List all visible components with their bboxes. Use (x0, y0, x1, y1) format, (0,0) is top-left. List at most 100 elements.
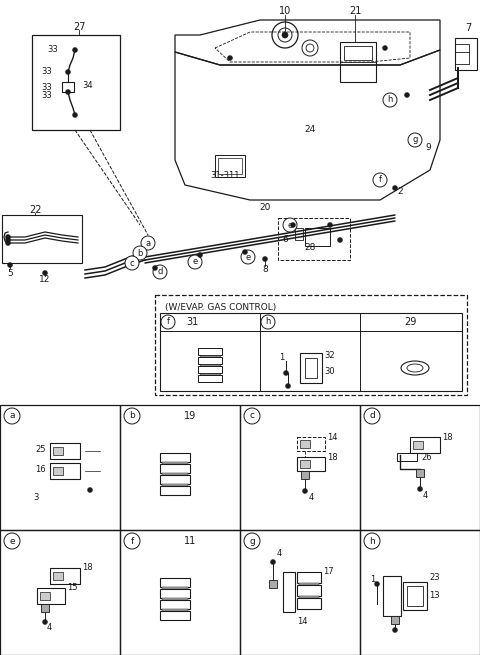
Bar (62, 82, 74, 92)
Text: h: h (369, 536, 375, 546)
Circle shape (282, 32, 288, 38)
Circle shape (72, 48, 77, 52)
Bar (160, 589, 190, 598)
Text: 33: 33 (41, 90, 52, 100)
Bar (160, 453, 190, 462)
Circle shape (418, 487, 422, 491)
Bar (360, 405, 480, 530)
Text: h: h (387, 96, 393, 105)
Circle shape (383, 45, 387, 50)
Bar (120, 405, 240, 530)
Bar (198, 348, 222, 355)
Bar (297, 585, 321, 596)
Text: d: d (157, 267, 163, 276)
Bar (305, 358, 317, 378)
Circle shape (327, 223, 333, 227)
Text: h: h (265, 318, 271, 326)
Circle shape (283, 218, 297, 232)
Text: 25: 25 (35, 445, 46, 453)
Circle shape (133, 246, 147, 260)
Text: 28: 28 (304, 244, 316, 252)
Circle shape (364, 408, 380, 424)
Bar (37, 588, 65, 604)
Text: c: c (130, 259, 134, 267)
Bar (413, 441, 423, 449)
Text: d: d (369, 411, 375, 421)
Circle shape (65, 69, 71, 75)
Text: c: c (250, 411, 254, 421)
Bar (198, 366, 222, 373)
Text: 33: 33 (47, 45, 58, 54)
Text: 34: 34 (82, 81, 93, 90)
Bar (455, 38, 477, 70)
Circle shape (5, 234, 11, 240)
Text: 2: 2 (397, 187, 403, 196)
Circle shape (141, 236, 155, 250)
Text: 19: 19 (184, 411, 196, 421)
Text: 26: 26 (421, 453, 432, 462)
Text: 20: 20 (259, 204, 271, 212)
Text: (W/EVAP. GAS CONTROL): (W/EVAP. GAS CONTROL) (165, 303, 276, 312)
Text: 1: 1 (371, 576, 376, 584)
Text: 31: 31 (186, 317, 198, 327)
Bar (0, 405, 120, 530)
Text: b: b (137, 248, 143, 257)
Text: 18: 18 (442, 432, 453, 441)
Bar (53, 572, 63, 580)
Circle shape (161, 315, 175, 329)
Circle shape (408, 133, 422, 147)
Bar (162, 609, 188, 611)
Text: 10: 10 (279, 6, 291, 16)
Bar (299, 596, 319, 598)
Text: f: f (131, 536, 133, 546)
Circle shape (5, 240, 11, 246)
Text: 11: 11 (184, 536, 196, 546)
Bar (407, 586, 423, 606)
Text: 30: 30 (324, 367, 335, 375)
Bar (162, 587, 188, 589)
Bar (240, 405, 360, 530)
Circle shape (72, 113, 77, 117)
Text: a: a (145, 238, 151, 248)
Bar (297, 457, 325, 471)
Text: 9: 9 (425, 143, 431, 153)
Text: e: e (192, 257, 198, 267)
Text: 15: 15 (67, 584, 77, 593)
Bar (297, 572, 321, 583)
Circle shape (271, 559, 276, 565)
Text: 33: 33 (41, 67, 52, 77)
Text: 4: 4 (423, 491, 428, 500)
Text: 3: 3 (33, 493, 38, 502)
Circle shape (302, 489, 308, 493)
Circle shape (153, 265, 167, 279)
Text: g: g (249, 536, 255, 546)
Circle shape (373, 173, 387, 187)
Bar (40, 592, 50, 600)
Bar (299, 583, 319, 585)
Text: 16: 16 (35, 464, 46, 474)
Bar (50, 443, 80, 459)
Circle shape (242, 250, 248, 255)
Circle shape (4, 408, 20, 424)
Text: 4: 4 (309, 493, 314, 502)
Circle shape (290, 223, 296, 227)
Bar (41, 604, 49, 612)
Text: 14: 14 (327, 432, 337, 441)
Bar (162, 462, 188, 464)
Bar (32, 35, 120, 130)
Bar (269, 580, 277, 588)
Bar (160, 475, 190, 484)
Text: 21: 21 (349, 6, 361, 16)
Circle shape (337, 238, 343, 242)
Circle shape (5, 238, 11, 242)
Circle shape (393, 627, 397, 633)
Bar (383, 576, 401, 616)
Circle shape (8, 263, 12, 267)
Bar (198, 375, 222, 382)
Text: 6: 6 (282, 236, 288, 244)
Circle shape (244, 533, 260, 549)
Text: 13: 13 (429, 591, 440, 601)
Circle shape (364, 533, 380, 549)
Bar (283, 572, 295, 612)
Text: f: f (167, 318, 169, 326)
